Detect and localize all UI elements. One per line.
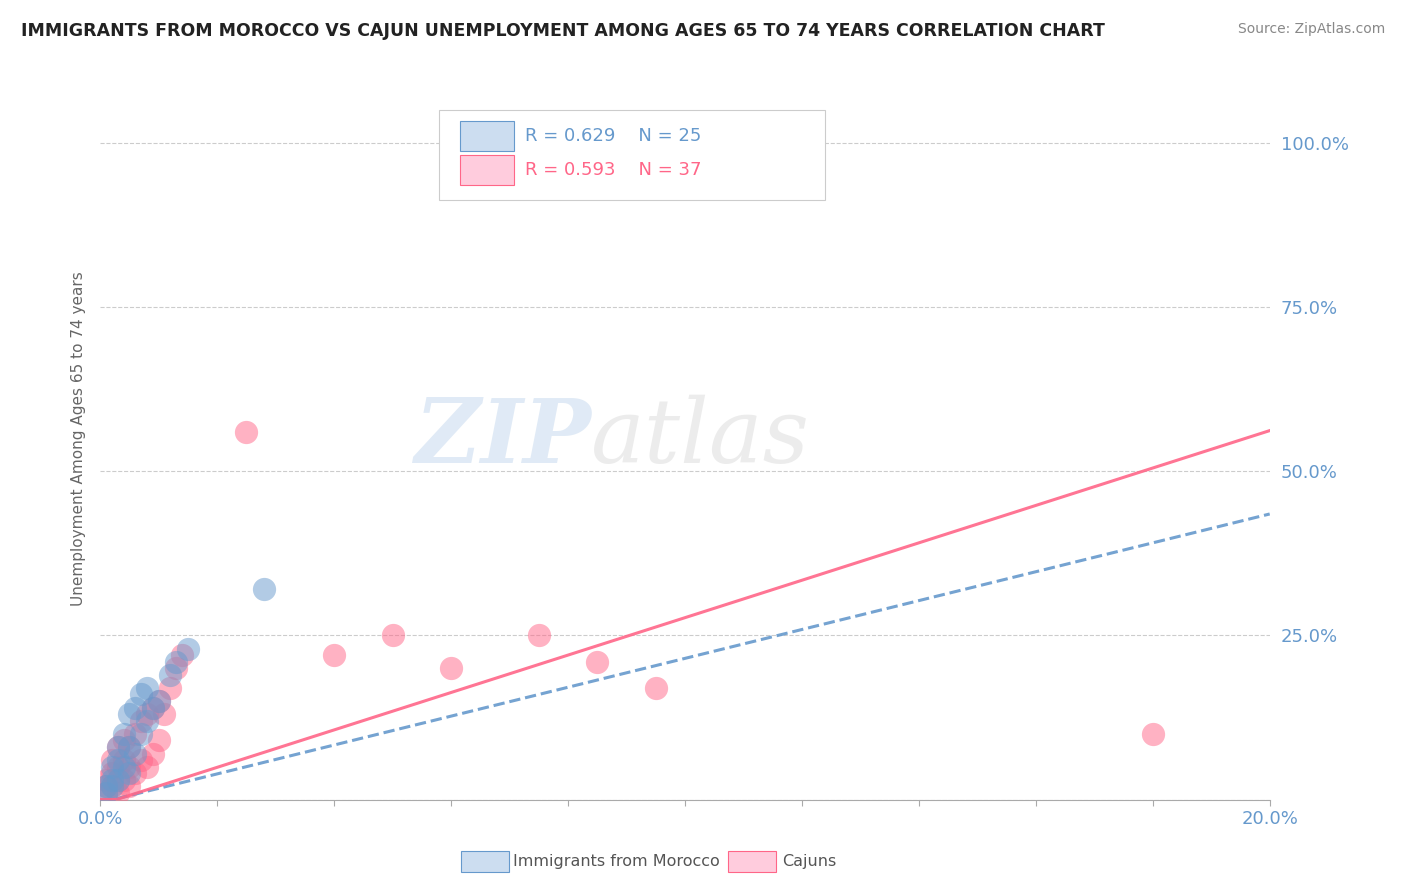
Point [129,688,152,702]
Point [107,739,129,754]
Point [159,668,181,682]
Point [142,747,165,761]
Point [118,780,141,794]
Text: R = 0.629    N = 25: R = 0.629 N = 25 [524,127,702,145]
Text: Source: ZipAtlas.com: Source: ZipAtlas.com [1237,22,1385,37]
Point [586,655,609,669]
Point [118,760,141,774]
Point [112,753,135,767]
Point [1142,727,1164,741]
Point [101,780,124,794]
Point [323,648,346,662]
Text: R = 0.593    N = 37: R = 0.593 N = 37 [524,161,702,179]
Point [135,760,157,774]
Point [94,780,117,794]
Point [101,772,124,787]
Point [94,786,117,800]
Point [118,766,141,780]
Point [112,733,135,747]
Point [644,681,666,695]
Text: IMMIGRANTS FROM MOROCCO VS CAJUN UNEMPLOYMENT AMONG AGES 65 TO 74 YEARS CORRELAT: IMMIGRANTS FROM MOROCCO VS CAJUN UNEMPLO… [21,22,1105,40]
Point [101,780,124,794]
Point [101,753,124,767]
Point [107,772,129,787]
Point [129,714,152,728]
Point [101,766,124,780]
Point [253,582,276,597]
Point [142,700,165,714]
Point [142,700,165,714]
Point [107,760,129,774]
Point [118,739,141,754]
Point [235,425,257,439]
Point [94,780,117,794]
Point [124,700,146,714]
Point [118,739,141,754]
Point [124,727,146,741]
Point [112,772,135,787]
Point [165,655,187,669]
Point [381,628,404,642]
Point [107,753,129,767]
Point [112,727,135,741]
Point [129,753,152,767]
Point [124,747,146,761]
Point [107,772,129,787]
Point [129,727,152,741]
Y-axis label: Unemployment Among Ages 65 to 74 years: Unemployment Among Ages 65 to 74 years [72,271,86,606]
Point [527,628,550,642]
Text: ZIP: ZIP [415,395,592,482]
Point [153,707,176,722]
Point [101,760,124,774]
Point [170,648,193,662]
FancyBboxPatch shape [460,120,515,151]
Point [135,714,157,728]
Point [148,694,170,708]
Point [94,772,117,787]
Point [135,707,157,722]
Point [135,681,157,695]
Text: Cajuns: Cajuns [782,855,837,869]
Text: atlas: atlas [592,395,810,482]
Point [148,694,170,708]
Point [148,733,170,747]
Point [440,661,463,675]
Point [112,760,135,774]
Point [118,707,141,722]
Point [107,739,129,754]
Point [159,681,181,695]
FancyBboxPatch shape [439,110,825,200]
Point [124,766,146,780]
Point [107,786,129,800]
Point [177,641,200,656]
FancyBboxPatch shape [460,154,515,185]
Text: Immigrants from Morocco: Immigrants from Morocco [513,855,720,869]
Point [94,786,117,800]
Point [165,661,187,675]
